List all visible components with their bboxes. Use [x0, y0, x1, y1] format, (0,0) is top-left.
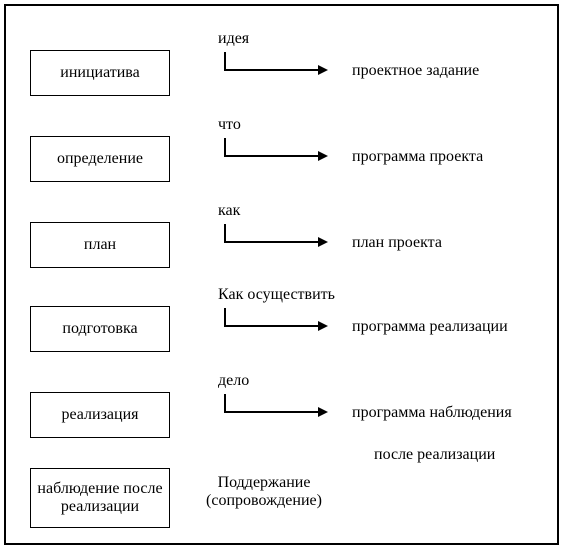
stage-box: реализация — [30, 392, 170, 438]
arrow-label: как — [218, 202, 378, 220]
stage-output: программа реализации — [352, 318, 508, 336]
stage-box: инициатива — [30, 50, 170, 96]
stage-output: программа наблюдения — [352, 404, 512, 422]
diagram-frame: инициатива идея проектное задание определен… — [4, 4, 559, 545]
arrow-label: идея — [218, 30, 378, 48]
extra-text: после реализации — [374, 446, 495, 464]
stage-box: наблюдение после реализации — [30, 468, 170, 528]
arrow-label: Как осуществить — [218, 286, 378, 304]
stage-output: программа проекта — [352, 148, 483, 166]
arrow — [224, 224, 332, 254]
arrow-label: что — [218, 116, 378, 134]
arrow — [224, 394, 332, 424]
stage-output: проектное задание — [352, 62, 479, 80]
stage-output: план проекта — [352, 234, 442, 252]
stage-box: подготовка — [30, 306, 170, 352]
arrow — [224, 52, 332, 82]
arrow-label: дело — [218, 372, 378, 390]
stage-box: определение — [30, 136, 170, 182]
arrow — [224, 138, 332, 168]
arrow-label: Поддержание (сопровождение) — [184, 474, 344, 510]
stage-box: план — [30, 222, 170, 268]
arrow — [224, 308, 332, 338]
